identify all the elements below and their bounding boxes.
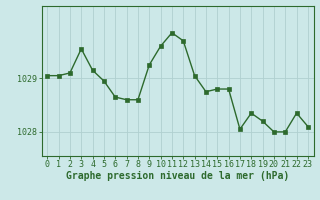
X-axis label: Graphe pression niveau de la mer (hPa): Graphe pression niveau de la mer (hPa) [66, 171, 289, 181]
